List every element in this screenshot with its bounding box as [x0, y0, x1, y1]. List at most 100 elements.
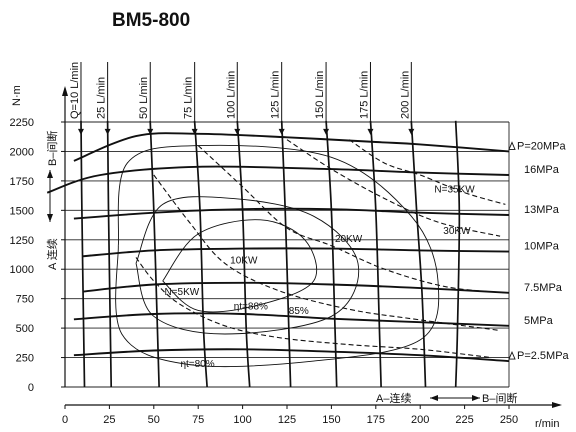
flow-label: Q=10 L/min [69, 62, 81, 119]
x-tick-label: 75 [192, 414, 204, 426]
flow-label: 175 L/min [358, 71, 370, 119]
flow-line-125-l-min [280, 120, 292, 388]
efficiency-contours [115, 144, 440, 368]
x-tick-label: 250 [500, 414, 518, 426]
x-axis-label: r/min [535, 418, 559, 430]
pressure-label: P=20MPa [517, 140, 566, 152]
flow-line-unlabeled-9 [454, 120, 461, 388]
y-tick-label: 0 [28, 382, 34, 394]
flow-arrow-icon [104, 128, 111, 135]
arrow-left-icon [430, 395, 438, 401]
flow-lines: Q=10 L/min 25 L/min 50 L/min 75 L/min 100 L/… [69, 62, 461, 388]
pressure-label: 16MPa [524, 164, 560, 176]
pressure-line-p-2-5mpa [73, 348, 510, 363]
power-line-n-35kw [348, 139, 506, 205]
flow-arrow-icon [147, 128, 154, 135]
flow-label: 125 L/min [270, 71, 282, 119]
arrow-right-icon [472, 395, 480, 401]
flow-label: 25 L/min [96, 77, 108, 119]
pressure-line-p-20mpa [73, 132, 510, 162]
y-tick-label: 1500 [10, 205, 34, 217]
efficiency-contour-85 [135, 196, 360, 335]
y-tick-label: 1250 [10, 235, 34, 247]
x-tick-label: 100 [233, 414, 251, 426]
power-line-n-5kw [135, 257, 492, 359]
x-tick-label: 50 [148, 414, 160, 426]
flow-arrow-icon [408, 128, 415, 135]
x-tick-label: 150 [322, 414, 340, 426]
annotation-20kw: 20KW [335, 234, 363, 245]
pressure-line-10mpa [82, 247, 510, 258]
y-axis-label: N·m [11, 85, 23, 106]
flow-line-200-l-min [410, 120, 427, 388]
annotation-30kw: 30KW [443, 226, 471, 237]
x-axis-arrow-icon [552, 402, 562, 408]
arrow-down-icon [47, 214, 53, 222]
pressure-label: 5MPa [524, 315, 554, 327]
y-tick-label: 250 [16, 353, 34, 365]
labels: N·m r/min B–间断 A 连续 A–连续 B–间断 N=35KW 30KW 20KW 10… [11, 85, 559, 430]
flow-line-175-l-min [369, 120, 382, 388]
arrow-up-icon [47, 170, 53, 178]
flow-line-150-l-min [325, 120, 338, 388]
annotation-85: 85% [289, 306, 309, 317]
annotation-10kw: 10KW [230, 255, 258, 266]
flow-arrow-icon [367, 128, 374, 135]
flow-line-q-10-l-min [80, 120, 86, 388]
x-side-label-right: B–间断 [482, 391, 517, 405]
y-axis-arrow-icon [62, 86, 68, 96]
pressure-line-13mpa [73, 207, 510, 220]
flow-arrow-icon [234, 128, 241, 135]
flow-label: 200 L/min [399, 71, 411, 119]
x-side-label-left: A–连续 [376, 391, 411, 405]
annotation-n-35kw: N=35KW [434, 185, 475, 196]
triangle-marker-icon [508, 350, 516, 360]
power-line-30kw [286, 139, 501, 237]
pressure-line-7-5mpa [82, 281, 510, 294]
annotation-n-5kw: N=5KW [164, 287, 199, 298]
y-tick-label: 750 [16, 294, 34, 306]
flow-arrow-icon [77, 128, 84, 135]
y-tick-label: 500 [16, 323, 34, 335]
pressure-lines: P=20MPa 16MPa 13MPa 10MPa 7.5MPa 5MPa P=2.5MPa [46, 132, 570, 363]
power-line-10kw [153, 174, 501, 332]
y-tick-label: 2250 [10, 117, 34, 129]
flow-line-50-l-min [149, 120, 160, 388]
x-tick-label: 175 [367, 414, 385, 426]
x-tick-label: 125 [278, 414, 296, 426]
pressure-label: 7.5MPa [524, 282, 563, 294]
y-side-label-top: B–间断 [45, 131, 59, 166]
flow-label: 50 L/min [138, 77, 150, 119]
y-tick-label: 1000 [10, 264, 34, 276]
pressure-line-5mpa [73, 312, 510, 327]
flow-arrow-icon [191, 128, 198, 135]
x-tick-label: 200 [411, 414, 429, 426]
x-tick-label: 25 [103, 414, 115, 426]
flow-line-100-l-min [236, 120, 251, 388]
pressure-line-16mpa [46, 165, 510, 194]
flow-line-25-l-min [106, 120, 113, 388]
annotation-etat-88: ηt=88% [234, 301, 268, 312]
flow-arrow-icon [323, 128, 330, 135]
flow-label: 100 L/min [225, 71, 237, 119]
flow-label: 75 L/min [183, 77, 195, 119]
pressure-label: 10MPa [524, 241, 560, 253]
pressure-label: 13MPa [524, 204, 560, 216]
triangle-marker-icon [508, 141, 516, 150]
power-line-20kw [197, 145, 506, 294]
y-side-label-bottom: A 连续 [45, 238, 59, 270]
y-tick-label: 1750 [10, 176, 34, 188]
x-tick-label: 0 [62, 414, 68, 426]
axes: 0 250 500 750 1000 1250 1500 1750 2000 2250 0 25 50 7… [10, 86, 562, 426]
y-tick-label: 2000 [10, 146, 34, 158]
flow-label: 150 L/min [314, 71, 326, 119]
x-tick-label: 225 [455, 414, 473, 426]
annotation-etat-80: ηt=80% [180, 359, 214, 370]
flow-arrow-icon [278, 128, 285, 135]
efficiency-contour-etat-80 [115, 144, 440, 368]
efficiency-contour-etat-88 [162, 219, 318, 313]
chart-title: BM5-800 [112, 10, 190, 31]
power-lines [135, 139, 506, 359]
flow-line-75-l-min [193, 120, 208, 388]
